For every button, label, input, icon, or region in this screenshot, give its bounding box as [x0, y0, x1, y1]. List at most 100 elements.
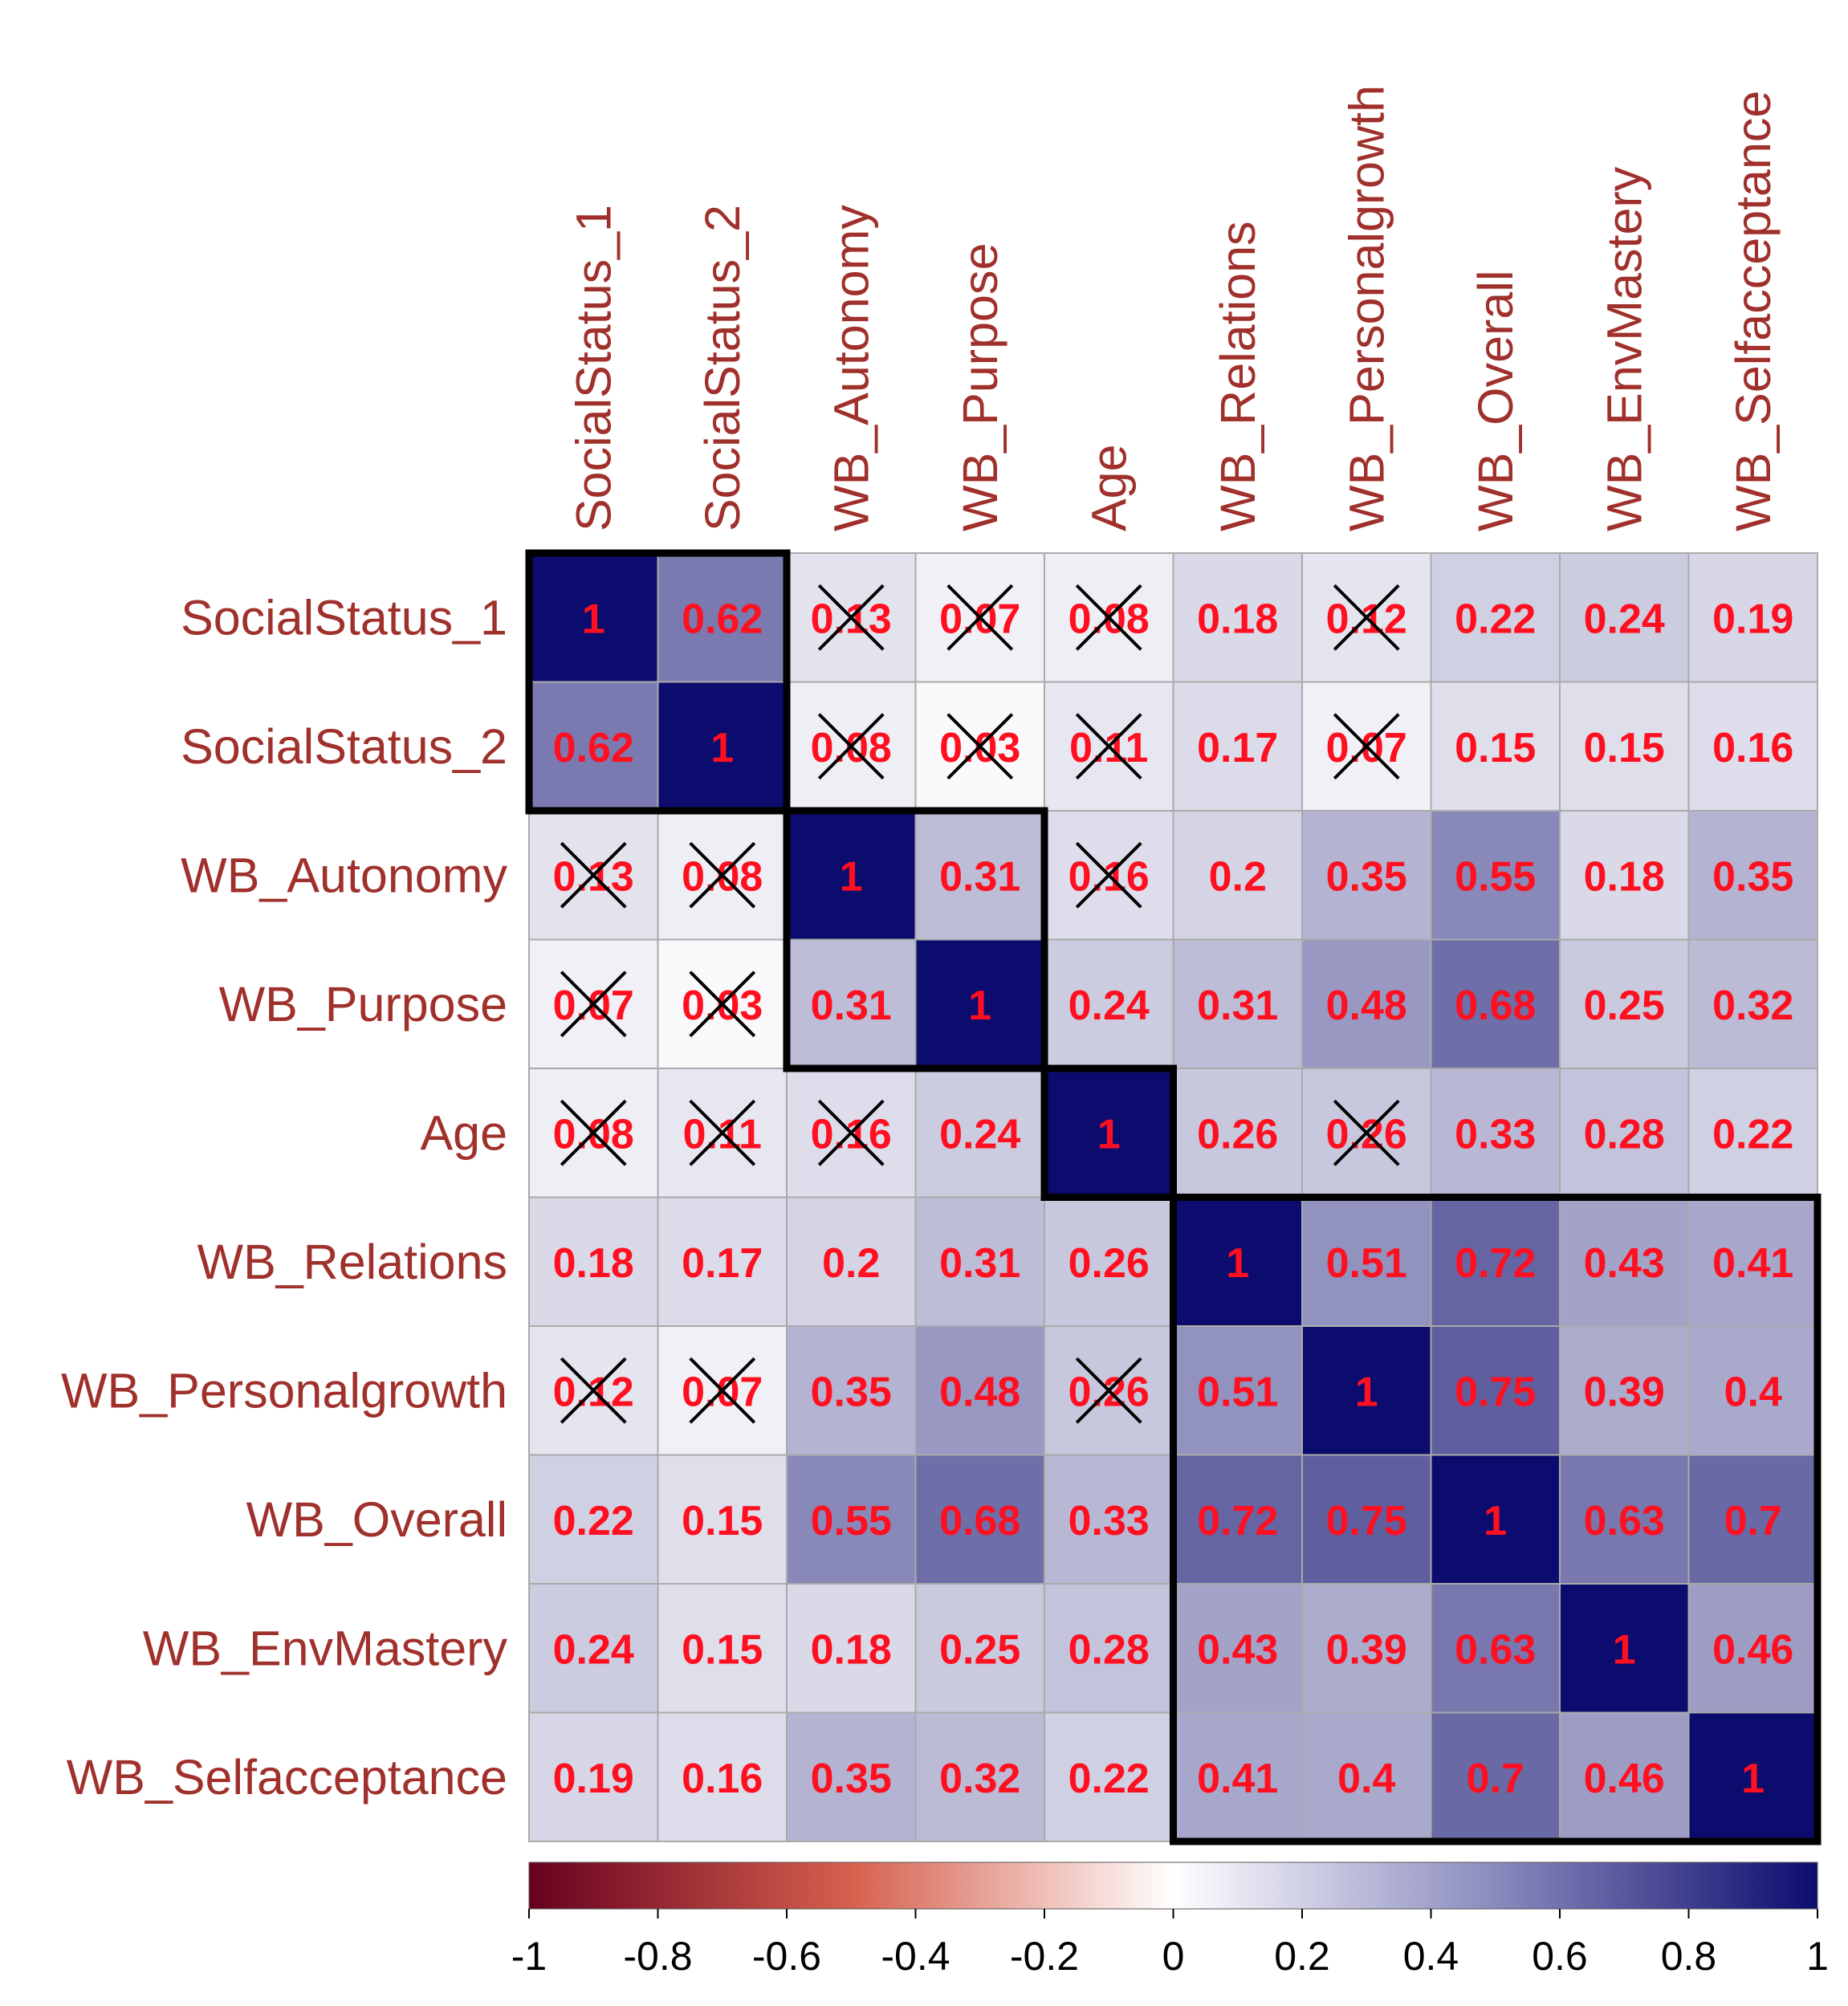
cell-value-label: 1: [1097, 1111, 1121, 1158]
cell-value-label: 0.2: [822, 1240, 880, 1287]
cell-value-label: 0.35: [1326, 853, 1407, 900]
heatmap-cell: [1559, 1068, 1690, 1198]
heatmap-cell: [657, 1583, 788, 1714]
heatmap-cells: [528, 552, 1818, 1842]
cell-value-label: 0.18: [811, 1626, 892, 1673]
cell-value-label: 0.15: [682, 1498, 763, 1544]
cell-value-label: 0.55: [1455, 853, 1536, 900]
cell-value-label: 0.15: [1455, 725, 1536, 771]
cell-value-label: 0.4: [1337, 1756, 1395, 1802]
heatmap-cell: [786, 1711, 917, 1842]
cell-value-label: 0.68: [1455, 983, 1536, 1029]
heatmap-cell: [1430, 1583, 1561, 1714]
row-label: Age: [420, 1105, 507, 1160]
cell-value-label: 1: [968, 983, 991, 1029]
heatmap-cell: [1172, 1325, 1303, 1456]
cell-value-label: 0.15: [682, 1626, 763, 1673]
heatmap-cell: [1430, 1454, 1561, 1585]
cell-value-label: 0.35: [811, 1756, 892, 1802]
heatmap-cell: [1301, 1454, 1432, 1585]
cell-value-label: 0.43: [1197, 1626, 1278, 1673]
heatmap-cell: [1559, 681, 1690, 812]
cell-value-label: 0.16: [682, 1756, 763, 1802]
heatmap-cell: [1430, 681, 1561, 812]
heatmap-cell: [914, 681, 1045, 812]
cell-value-label: 0.32: [1712, 983, 1793, 1029]
cell-value-label: 0.31: [939, 1240, 1020, 1287]
cell-value-label: 0.31: [811, 983, 892, 1029]
heatmap-cell: [528, 552, 659, 683]
cell-value-label: 0.48: [939, 1369, 1020, 1415]
cluster-box: [783, 807, 1048, 1072]
heatmap-cell: [528, 1583, 659, 1714]
cell-value-label: 0.41: [1712, 1240, 1793, 1287]
cross-mark: [946, 584, 1014, 651]
cell-value-label: 0.35: [811, 1369, 892, 1415]
cross-mark: [560, 841, 627, 909]
row-label: WB_EnvMastery: [143, 1621, 508, 1675]
heatmap-cell: [1301, 1583, 1432, 1714]
cross-mark: [1075, 841, 1142, 909]
cluster-box: [1040, 1064, 1177, 1201]
cell-value-label: 0.63: [1584, 1498, 1665, 1544]
heatmap-cell: [1172, 1454, 1303, 1585]
heatmap-cell: [1430, 1325, 1561, 1456]
column-label: Age: [1081, 444, 1136, 531]
cell-value-label: 0.17: [682, 1240, 763, 1287]
heatmap-cell: [1172, 1711, 1303, 1842]
cross-mark: [689, 970, 756, 1038]
cell-value-label: 0.72: [1197, 1498, 1278, 1544]
cell-value-label: 0.15: [1584, 725, 1665, 771]
cell-value-label: 0.16: [1712, 725, 1793, 771]
column-label: WB_Purpose: [953, 243, 1007, 531]
heatmap-cell: [1687, 681, 1818, 812]
column-label: WB_Overall: [1468, 271, 1523, 531]
heatmap-cell: [1430, 810, 1561, 941]
heatmap-cell: [1687, 1325, 1818, 1456]
cell-value-label: 0.55: [811, 1498, 892, 1544]
heatmap-cell: [1172, 552, 1303, 683]
cross-mark: [560, 1099, 627, 1166]
cell-value-label: 0.28: [1584, 1111, 1665, 1158]
cell-value-label: 0.48: [1326, 983, 1407, 1029]
cross-mark: [689, 841, 756, 909]
cell-value-label: 0.24: [1069, 983, 1150, 1029]
heatmap-cell: [528, 1196, 659, 1327]
cell-value-label: 1: [1613, 1626, 1636, 1673]
colorbar-tick-label: 0: [1162, 1934, 1185, 1979]
heatmap-cell: [657, 552, 788, 683]
column-label: SocialStatus_2: [695, 205, 750, 531]
cell-value-label: 0.24: [939, 1111, 1020, 1158]
cell-value-label: 0.18: [553, 1240, 634, 1287]
heatmap-cell: [1044, 938, 1174, 1069]
cell-value-label: 0.18: [1584, 853, 1665, 900]
cell-value-label: 0.26: [1069, 1240, 1150, 1287]
heatmap-cell: [1301, 810, 1432, 941]
column-label: SocialStatus_1: [566, 205, 621, 531]
row-label: WB_Overall: [246, 1492, 507, 1547]
cell-value-label: 0.7: [1467, 1756, 1524, 1802]
colorbar-gradient: [528, 1862, 1818, 1910]
cell-value-label: 1: [1741, 1756, 1765, 1802]
row-label: WB_Autonomy: [181, 848, 507, 902]
colorbar-tick-label: 0.6: [1532, 1934, 1588, 1979]
cell-value-label: 0.41: [1197, 1756, 1278, 1802]
cross-mark: [560, 970, 627, 1038]
cell-value-label: 0.31: [1197, 983, 1278, 1029]
cell-value-label: 0.75: [1455, 1369, 1536, 1415]
cross-mark: [946, 713, 1014, 780]
heatmap-cell: [1687, 810, 1818, 941]
heatmap-cell: [1430, 1711, 1561, 1842]
cross-mark: [689, 1357, 756, 1424]
column-label: WB_Autonomy: [824, 205, 878, 531]
heatmap-cell: [1172, 938, 1303, 1069]
column-label: WB_Personalgrowth: [1339, 85, 1394, 531]
heatmap-cell: [786, 1454, 917, 1585]
column-label: WB_Selfacceptance: [1726, 91, 1781, 531]
heatmap-cell: [1044, 1196, 1174, 1327]
cell-value-label: 0.62: [682, 596, 763, 642]
heatmap-cell: [1559, 1454, 1690, 1585]
row-labels: SocialStatus_1 SocialStatus_2 WB_Autonomy W…: [61, 590, 508, 1805]
colorbar-tick-label: 0.2: [1274, 1934, 1330, 1979]
cell-value-label: 1: [840, 853, 863, 900]
